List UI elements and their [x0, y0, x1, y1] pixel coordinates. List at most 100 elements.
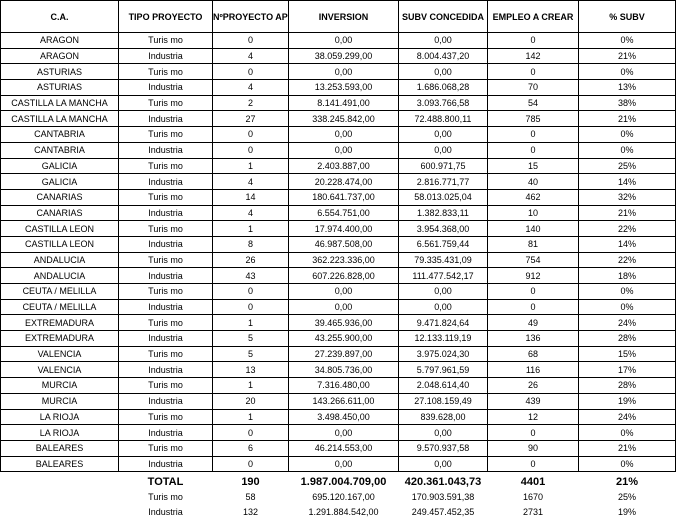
table-cell: 0,00 [398, 283, 488, 300]
table-cell: 13 [212, 361, 289, 379]
table-cell: 13.253.593,00 [288, 79, 399, 96]
table-cell: 0,00 [288, 63, 399, 81]
table-cell: 21% [578, 110, 676, 128]
table-cell: 14% [578, 173, 676, 190]
table-cell: CANTABRIA [0, 141, 119, 159]
table-row: CASTILLA LEON Industria 8 46.987.508,00 6.56… [0, 235, 676, 253]
table-cell: Turis mo [118, 220, 213, 237]
totals-cell: 1670 [522, 492, 544, 503]
header-cell: TIPO PROYECTO [118, 0, 213, 33]
totals-cell: 132 [242, 507, 259, 518]
table-cell: CANARIAS [0, 188, 119, 206]
table-cell: 0% [578, 141, 676, 159]
table-row: CANTABRIA Industria 0 0,00 0,00 0 0% [0, 141, 676, 159]
totals-row: Industria 132 1.291.884.542,00 249.457.452,… [1, 505, 676, 520]
table-cell: 79.335.431,09 [398, 251, 488, 269]
table-cell: Turis mo [118, 157, 213, 175]
table-cell: 68 [487, 345, 579, 363]
table-cell: 15% [578, 345, 676, 363]
table-cell: 0 [212, 141, 289, 159]
table-cell: 0 [212, 455, 289, 473]
table-cell: 58.013.025,04 [398, 188, 488, 206]
totals-cell: 190 [241, 476, 260, 489]
table-cell: Industria [118, 330, 213, 347]
table-cell: Turis mo [118, 345, 213, 363]
table-cell: CANTABRIA [0, 126, 119, 143]
table-cell: Turis mo [118, 251, 213, 269]
totals-cell: Industria [148, 507, 183, 518]
table-cell: Industria [118, 141, 213, 159]
table-cell: Turis mo [118, 283, 213, 300]
table-row: EXTREMADURA Industria 5 43.255.900,00 12.133… [0, 330, 676, 347]
table-cell: 0% [578, 298, 676, 316]
spacer-cell [1, 490, 119, 505]
table-cell: 116 [487, 361, 579, 379]
table-cell: 4 [212, 173, 289, 190]
table-cell: 21% [578, 47, 676, 65]
table-cell: 785 [487, 110, 579, 128]
table-cell: CASTILLA LEON [0, 235, 119, 253]
table-cell: 912 [487, 267, 579, 284]
table-cell: GALICIA [0, 157, 119, 175]
table-cell: 7.316.480,00 [288, 377, 399, 394]
table-cell: 46.987.508,00 [288, 235, 399, 253]
totals-cell: 170.903.591,38 [411, 492, 475, 503]
table-cell: 1 [212, 220, 289, 237]
table-cell: Industria [118, 392, 213, 410]
header-cell: % SUBV [578, 0, 676, 33]
table-cell: VALENCIA [0, 345, 119, 363]
table-cell: 0,00 [288, 283, 399, 300]
table-cell: 9.471.824,64 [398, 314, 488, 332]
table-cell: 140 [487, 220, 579, 237]
table-cell: ARAGON [0, 32, 119, 49]
table-cell: 25% [578, 157, 676, 175]
table-cell: 0,00 [398, 126, 488, 143]
table-cell: 462 [487, 188, 579, 206]
table-cell: 9.570.937,58 [398, 439, 488, 457]
table-cell: 72.488.800,11 [398, 110, 488, 128]
table-cell: 21% [578, 204, 676, 222]
table-cell: 0 [212, 126, 289, 143]
table-cell: 0 [487, 32, 579, 49]
table-cell: 5 [212, 345, 289, 363]
table-row: GALICIA Turis mo 1 2.403.887,00 600.971,75 15… [0, 157, 676, 175]
table-cell: 43.255.900,00 [288, 330, 399, 347]
table-cell: Turis mo [118, 439, 213, 457]
table-cell: 49 [487, 314, 579, 332]
table-cell: 2.816.771,77 [398, 173, 488, 190]
table-cell: Industria [118, 455, 213, 473]
table-cell: 24% [578, 408, 676, 426]
table-cell: BALEARES [0, 455, 119, 473]
table-cell: 21% [578, 439, 676, 457]
table-cell: 43 [212, 267, 289, 284]
table-cell: MURCIA [0, 377, 119, 394]
table-cell: 1 [212, 157, 289, 175]
table-cell: 338.245.842,00 [288, 110, 399, 128]
table-cell: 0 [487, 283, 579, 300]
table-cell: LA RIOJA [0, 408, 119, 426]
table-cell: LA RIOJA [0, 424, 119, 441]
table-cell: Turis mo [118, 94, 213, 112]
table-cell: CASTILLA LEON [0, 220, 119, 237]
table-cell: 20.228.474,00 [288, 173, 399, 190]
table-cell: MURCIA [0, 392, 119, 410]
table-cell: 46.214.553,00 [288, 439, 399, 457]
table-cell: 12 [487, 408, 579, 426]
table-cell: 0 [212, 424, 289, 441]
table-cell: EXTREMADURA [0, 330, 119, 347]
table-cell: 13% [578, 79, 676, 96]
totals-cell: 1.291.884.542,00 [308, 507, 379, 518]
table-cell: 1 [212, 377, 289, 394]
table-cell: 4 [212, 47, 289, 65]
table-cell: 607.226.828,00 [288, 267, 399, 284]
table-cell: 3.954.368,00 [398, 220, 488, 237]
totals-cell: 4401 [520, 476, 546, 489]
table-row: EXTREMADURA Turis mo 1 39.465.936,00 9.471.8… [0, 314, 676, 332]
table-cell: 0,00 [288, 141, 399, 159]
table-cell: 0,00 [398, 455, 488, 473]
table-cell: 1.382.833,11 [398, 204, 488, 222]
table-cell: BALEARES [0, 439, 119, 457]
table-cell: Industria [118, 47, 213, 65]
